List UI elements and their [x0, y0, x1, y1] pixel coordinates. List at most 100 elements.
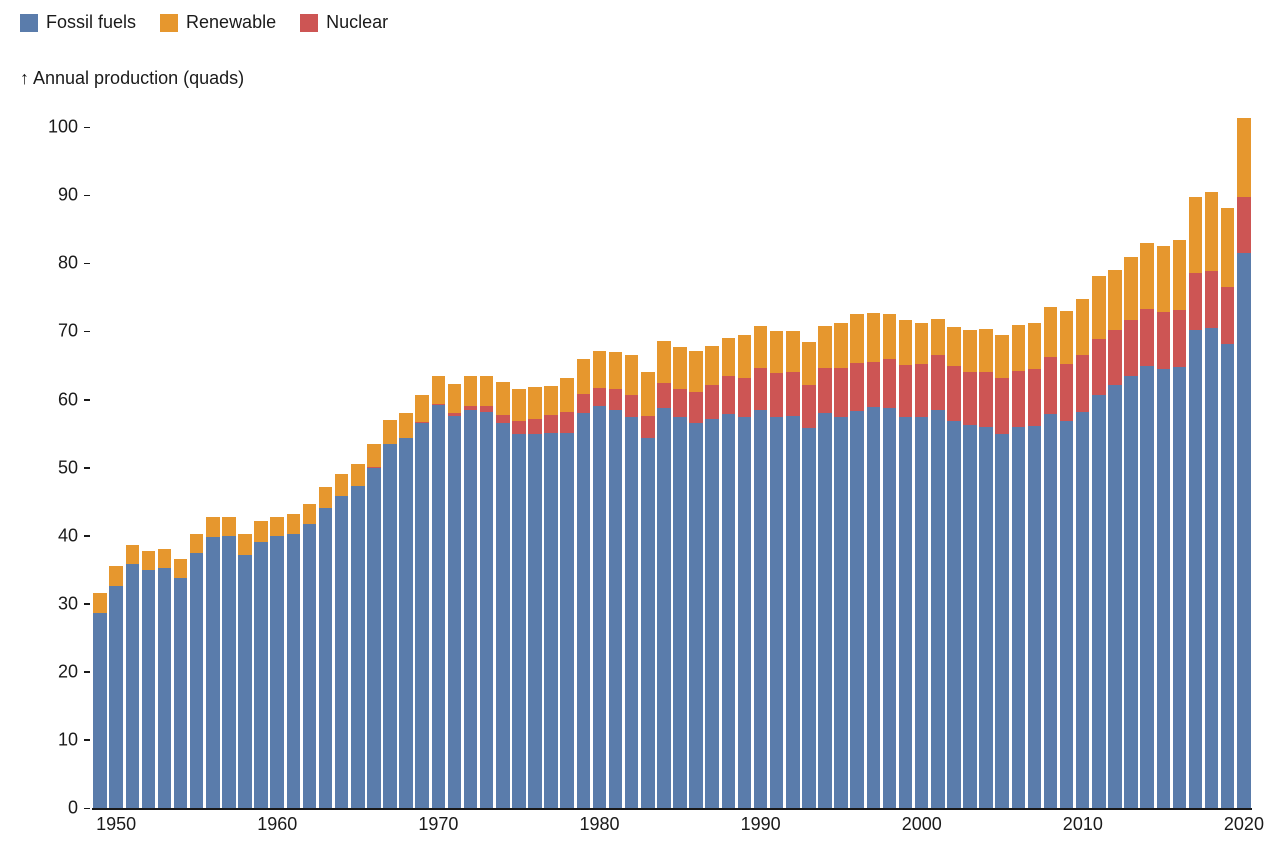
bar-wrap — [173, 100, 189, 808]
bar-wrap — [366, 100, 382, 808]
bar-segment-fossil — [689, 423, 703, 808]
bar-segment-nuclear — [512, 421, 526, 434]
bar-segment-fossil — [1140, 366, 1154, 809]
bar-segment-fossil — [915, 417, 929, 808]
bar — [705, 346, 719, 808]
bar — [287, 514, 301, 808]
chart-container: Fossil fuelsRenewableNuclear ↑ Annual pr… — [0, 0, 1280, 850]
bar — [770, 331, 784, 808]
bar-segment-nuclear — [931, 355, 945, 409]
bar-segment-renewable — [158, 549, 172, 568]
bar-segment-nuclear — [1140, 309, 1154, 366]
bar-segment-fossil — [738, 417, 752, 808]
bar-segment-renewable — [1092, 276, 1106, 339]
y-tick-label: 80 — [0, 253, 78, 274]
bar-segment-fossil — [142, 570, 156, 808]
bar-segment-nuclear — [1108, 330, 1122, 385]
bar-segment-renewable — [1060, 311, 1074, 364]
bar-segment-fossil — [754, 410, 768, 808]
bar — [222, 517, 236, 808]
bar-wrap — [817, 100, 833, 808]
bar-wrap — [253, 100, 269, 808]
bar — [802, 342, 816, 808]
bar-segment-renewable — [705, 346, 719, 385]
bar-segment-renewable — [512, 389, 526, 421]
bar — [867, 313, 881, 808]
bar-wrap — [1171, 100, 1187, 808]
bar-segment-renewable — [560, 378, 574, 412]
bar-segment-nuclear — [834, 368, 848, 416]
bar-segment-renewable — [190, 534, 204, 553]
plot-area — [92, 100, 1252, 808]
bar — [834, 323, 848, 808]
bar-segment-renewable — [593, 351, 607, 388]
bar-wrap — [1220, 100, 1236, 808]
bar-segment-renewable — [448, 384, 462, 413]
bar-wrap — [511, 100, 527, 808]
bar-segment-renewable — [415, 395, 429, 422]
bar-wrap — [1059, 100, 1075, 808]
y-tick — [84, 603, 90, 605]
y-tick — [84, 331, 90, 333]
bar — [142, 551, 156, 808]
bar-segment-renewable — [126, 545, 140, 565]
bar-segment-renewable — [1205, 192, 1219, 271]
bar — [432, 376, 446, 808]
bar-segment-fossil — [560, 433, 574, 808]
bar-segment-renewable — [1012, 325, 1026, 371]
bar-segment-renewable — [544, 386, 558, 415]
bar-segment-nuclear — [1124, 320, 1138, 376]
bar — [319, 487, 333, 808]
bar-wrap — [1026, 100, 1042, 808]
bar-wrap — [914, 100, 930, 808]
y-tick-label: 0 — [0, 798, 78, 819]
bar-segment-nuclear — [1221, 287, 1235, 344]
bar-segment-renewable — [657, 341, 671, 383]
bar-segment-renewable — [963, 330, 977, 372]
bar-segment-renewable — [270, 517, 284, 537]
bar-segment-fossil — [818, 413, 832, 808]
bar-segment-fossil — [1173, 367, 1187, 808]
y-tick-label: 100 — [0, 117, 78, 138]
y-tick-label: 60 — [0, 389, 78, 410]
bar — [593, 351, 607, 808]
bar-segment-fossil — [399, 438, 413, 808]
bar-segment-fossil — [625, 417, 639, 808]
bar-segment-renewable — [722, 338, 736, 375]
bar-wrap — [930, 100, 946, 808]
bar-segment-nuclear — [1173, 310, 1187, 367]
bar — [528, 387, 542, 808]
bar-segment-nuclear — [544, 415, 558, 433]
y-tick — [84, 195, 90, 197]
bar-wrap — [962, 100, 978, 808]
bar-wrap — [591, 100, 607, 808]
bar-wrap — [1075, 100, 1091, 808]
bar-segment-fossil — [705, 419, 719, 808]
bar-segment-nuclear — [593, 388, 607, 406]
bar — [1108, 270, 1122, 808]
bar-wrap — [1187, 100, 1203, 808]
bar-wrap — [785, 100, 801, 808]
bar-segment-renewable — [496, 382, 510, 415]
bar-segment-fossil — [415, 423, 429, 808]
bar-segment-fossil — [544, 433, 558, 808]
bar-segment-nuclear — [1237, 197, 1251, 253]
x-tick-label: 1950 — [96, 814, 136, 835]
bar — [351, 464, 365, 808]
bar-segment-fossil — [222, 536, 236, 808]
bar — [335, 474, 349, 808]
bar-segment-fossil — [722, 414, 736, 808]
bar — [1092, 276, 1106, 808]
bar-wrap — [736, 100, 752, 808]
bar-segment-nuclear — [1092, 339, 1106, 396]
bar-segment-renewable — [754, 326, 768, 368]
bar — [560, 378, 574, 808]
x-tick-label: 2020 — [1224, 814, 1264, 835]
bar-segment-renewable — [995, 335, 1009, 379]
bar-segment-nuclear — [1189, 273, 1203, 330]
bar-segment-fossil — [657, 408, 671, 808]
bar — [786, 331, 800, 808]
bar-wrap — [414, 100, 430, 808]
bar-segment-nuclear — [1157, 312, 1171, 369]
bar-segment-nuclear — [1028, 369, 1042, 426]
